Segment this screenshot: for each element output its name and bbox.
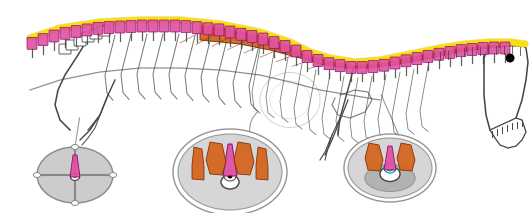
FancyBboxPatch shape [423, 50, 433, 62]
FancyBboxPatch shape [368, 60, 378, 73]
FancyBboxPatch shape [115, 21, 125, 33]
FancyBboxPatch shape [66, 40, 78, 50]
FancyBboxPatch shape [225, 26, 235, 38]
Polygon shape [484, 40, 528, 135]
FancyBboxPatch shape [214, 24, 224, 36]
FancyBboxPatch shape [280, 40, 290, 52]
Ellipse shape [34, 173, 40, 177]
FancyBboxPatch shape [38, 34, 48, 46]
FancyBboxPatch shape [27, 37, 37, 49]
FancyBboxPatch shape [379, 59, 389, 71]
Ellipse shape [71, 144, 79, 150]
FancyBboxPatch shape [302, 50, 312, 62]
Polygon shape [490, 118, 526, 148]
FancyBboxPatch shape [500, 42, 510, 54]
Ellipse shape [221, 175, 239, 189]
FancyBboxPatch shape [247, 30, 257, 42]
FancyBboxPatch shape [269, 37, 279, 49]
Polygon shape [70, 155, 80, 177]
Ellipse shape [173, 129, 287, 213]
Ellipse shape [348, 138, 432, 198]
Polygon shape [206, 142, 226, 175]
FancyBboxPatch shape [181, 21, 191, 33]
FancyBboxPatch shape [313, 54, 323, 66]
Polygon shape [256, 147, 268, 180]
Ellipse shape [37, 147, 113, 203]
Polygon shape [384, 146, 396, 170]
FancyBboxPatch shape [192, 22, 202, 34]
FancyBboxPatch shape [137, 20, 147, 32]
FancyBboxPatch shape [401, 55, 411, 67]
FancyBboxPatch shape [335, 60, 345, 72]
FancyBboxPatch shape [126, 20, 136, 32]
FancyBboxPatch shape [324, 58, 334, 70]
FancyBboxPatch shape [357, 61, 367, 73]
Ellipse shape [228, 174, 232, 178]
FancyBboxPatch shape [60, 27, 70, 39]
FancyBboxPatch shape [159, 20, 169, 32]
FancyBboxPatch shape [434, 48, 444, 60]
FancyBboxPatch shape [82, 32, 94, 42]
Ellipse shape [73, 174, 77, 177]
FancyBboxPatch shape [489, 42, 499, 54]
Ellipse shape [178, 134, 282, 210]
Ellipse shape [365, 164, 415, 191]
Ellipse shape [224, 171, 236, 181]
FancyBboxPatch shape [148, 20, 158, 32]
FancyBboxPatch shape [49, 30, 59, 42]
Ellipse shape [110, 173, 117, 177]
FancyBboxPatch shape [90, 29, 102, 39]
FancyBboxPatch shape [74, 36, 86, 46]
Ellipse shape [71, 174, 79, 180]
FancyBboxPatch shape [346, 61, 356, 73]
FancyBboxPatch shape [258, 33, 268, 45]
Ellipse shape [71, 200, 79, 206]
FancyBboxPatch shape [236, 28, 246, 40]
FancyBboxPatch shape [390, 57, 400, 69]
Polygon shape [397, 143, 415, 171]
FancyBboxPatch shape [456, 45, 466, 57]
FancyBboxPatch shape [71, 26, 81, 38]
FancyBboxPatch shape [170, 20, 180, 32]
FancyBboxPatch shape [98, 26, 110, 36]
Polygon shape [365, 143, 383, 171]
Polygon shape [223, 144, 237, 176]
Ellipse shape [344, 134, 436, 202]
Ellipse shape [387, 165, 394, 171]
FancyBboxPatch shape [93, 22, 103, 34]
Polygon shape [200, 24, 525, 68]
Polygon shape [192, 147, 204, 180]
Ellipse shape [505, 53, 514, 62]
FancyBboxPatch shape [412, 53, 422, 65]
FancyBboxPatch shape [59, 44, 71, 54]
FancyBboxPatch shape [104, 22, 114, 34]
Polygon shape [234, 142, 254, 175]
FancyBboxPatch shape [467, 43, 477, 55]
Ellipse shape [384, 163, 396, 173]
FancyBboxPatch shape [445, 46, 455, 58]
FancyBboxPatch shape [203, 23, 213, 35]
FancyBboxPatch shape [291, 45, 301, 57]
FancyBboxPatch shape [478, 43, 488, 55]
FancyBboxPatch shape [82, 24, 92, 36]
Ellipse shape [380, 167, 400, 181]
